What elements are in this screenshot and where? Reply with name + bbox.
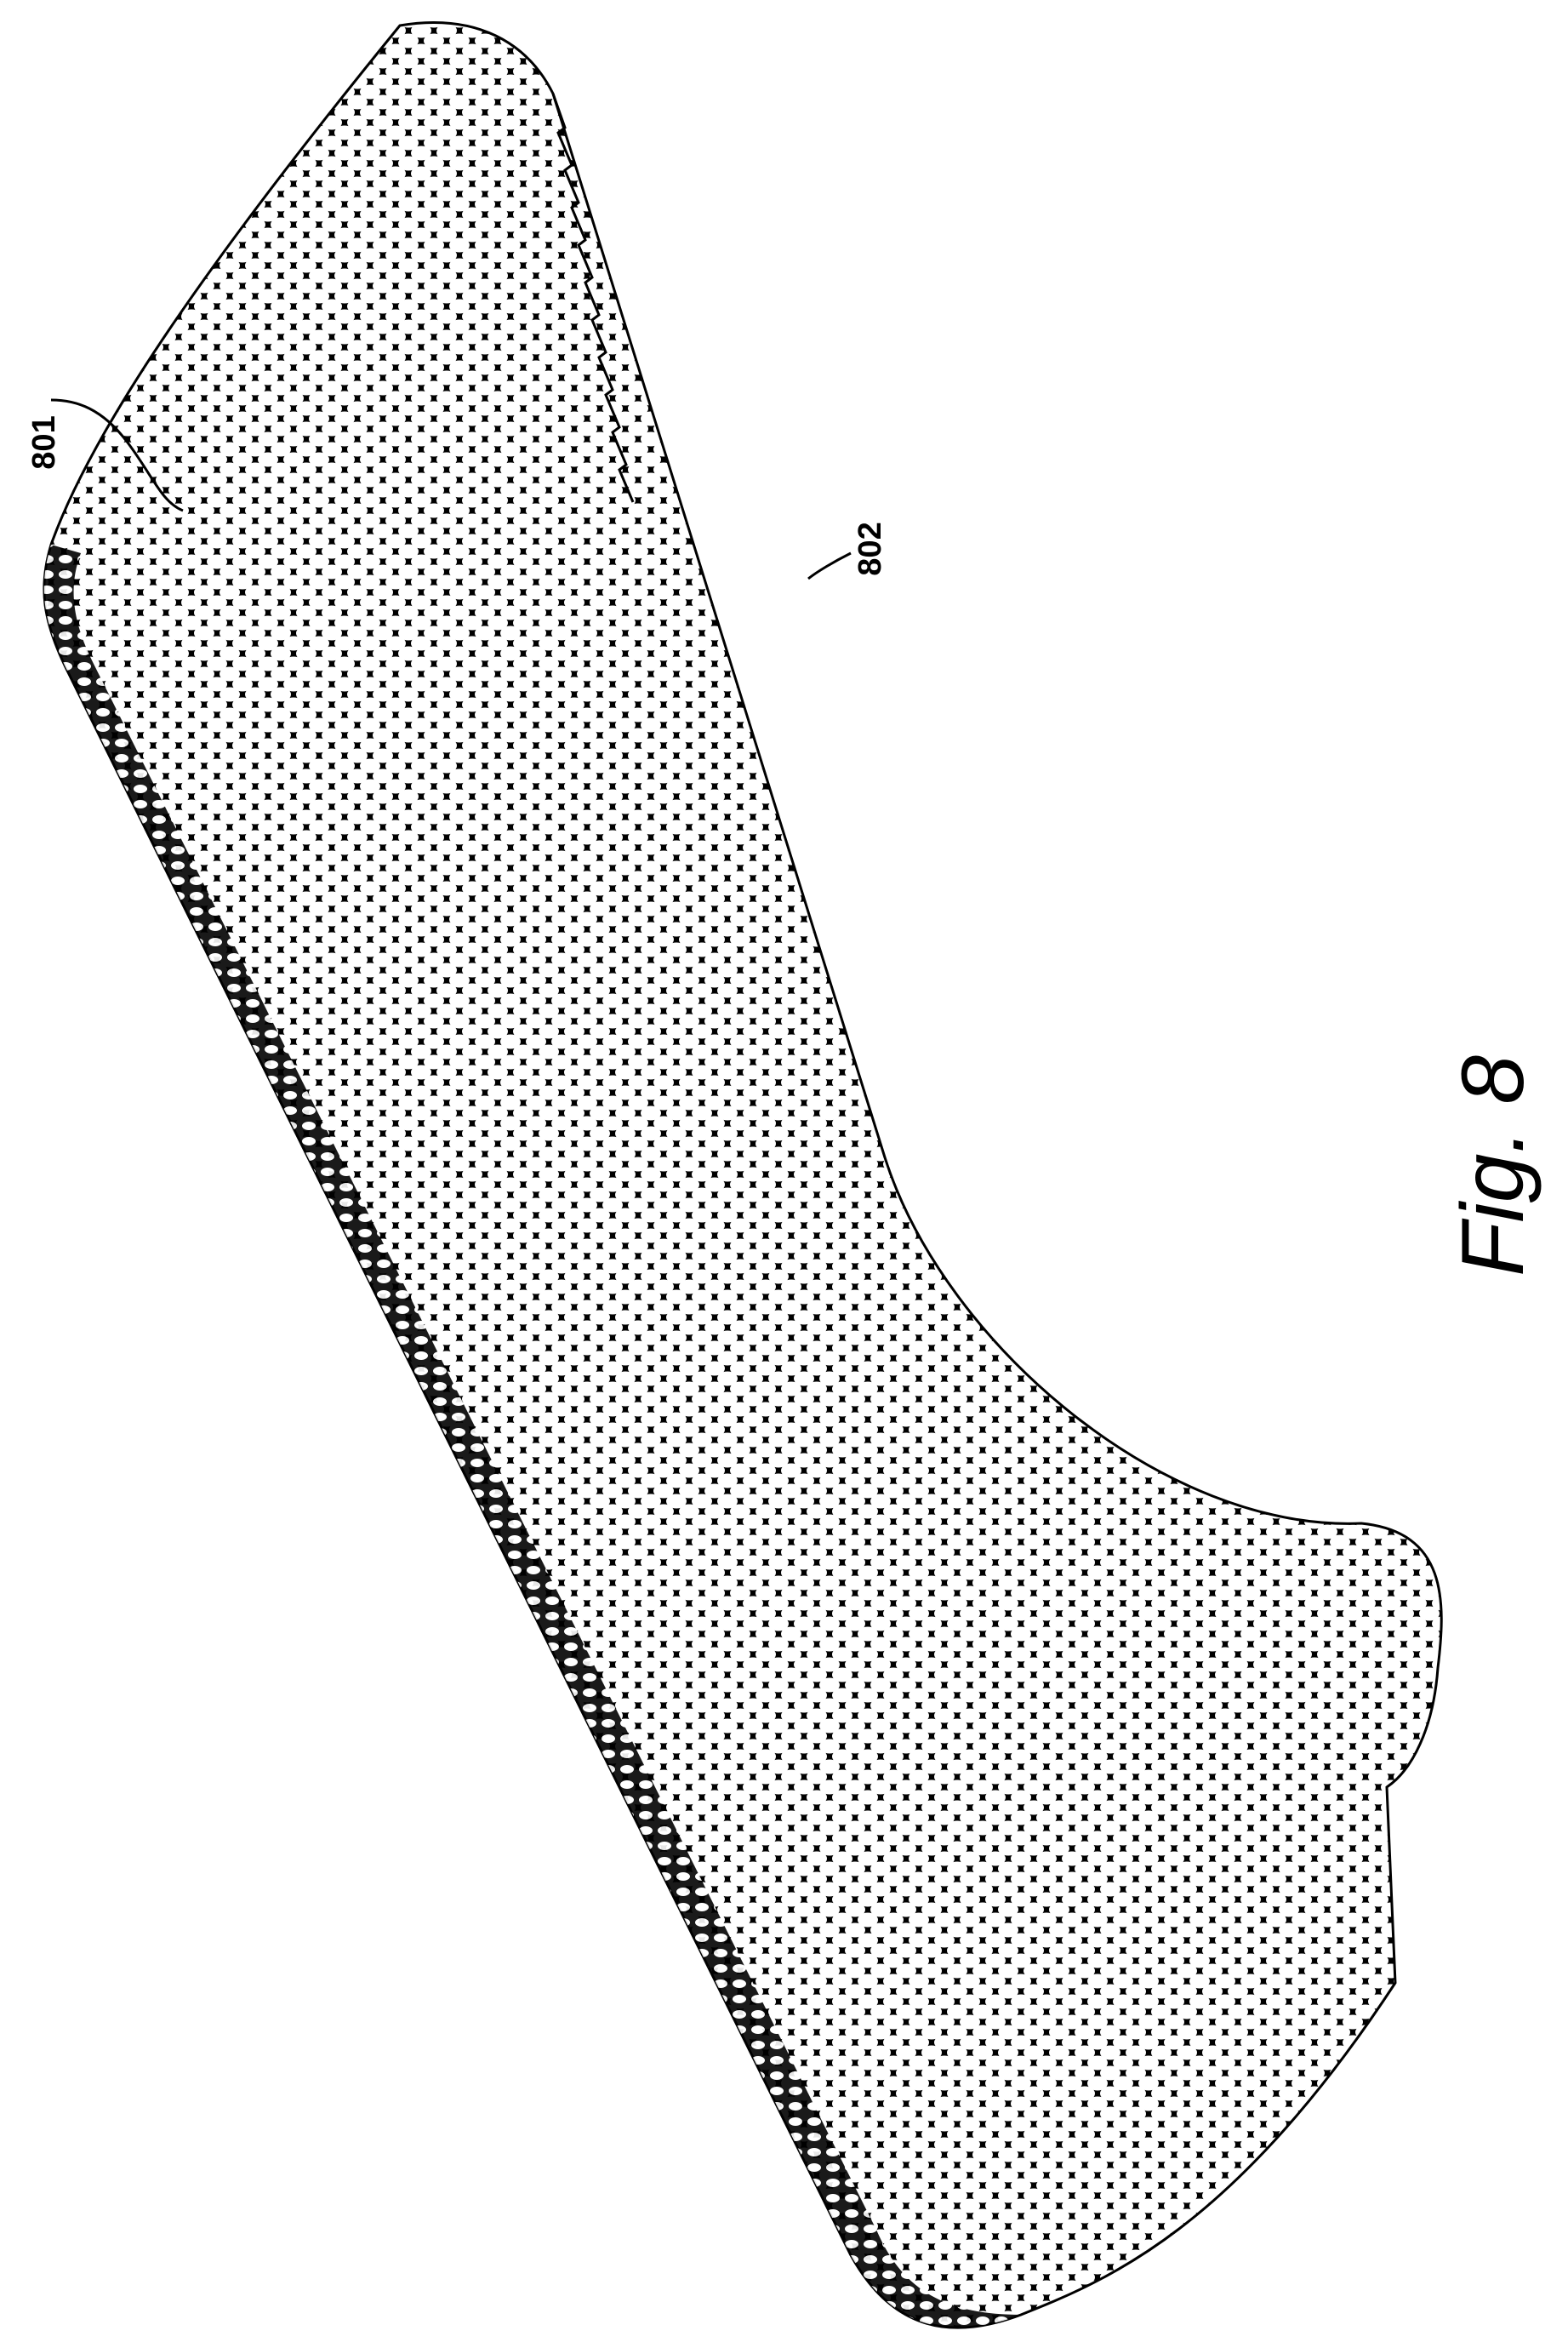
ref-802-label: 802 xyxy=(852,522,888,575)
ref-801-label: 801 xyxy=(26,415,62,469)
mesh-surface xyxy=(44,23,1441,2328)
figure-caption: Fig. 8 xyxy=(1444,1055,1542,1277)
reference-802: 802 xyxy=(808,522,888,579)
ref-802-leader xyxy=(808,553,851,579)
